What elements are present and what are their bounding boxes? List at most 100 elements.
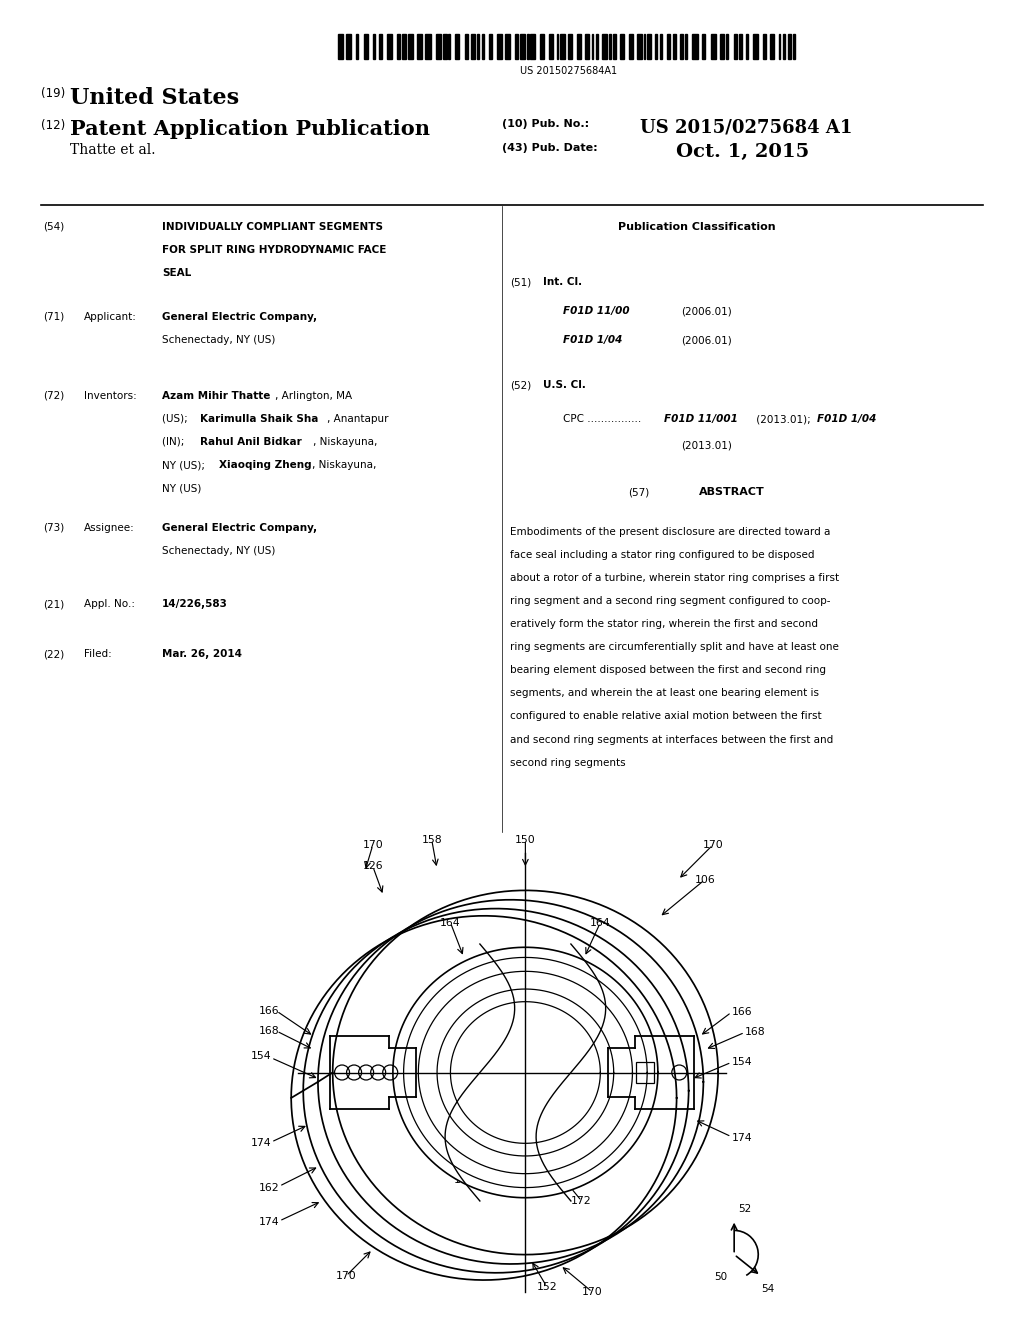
Text: FOR SPLIT RING HYDRODYNAMIC FACE: FOR SPLIT RING HYDRODYNAMIC FACE: [162, 244, 386, 255]
Text: (2006.01): (2006.01): [681, 335, 732, 346]
Text: (43) Pub. Date:: (43) Pub. Date:: [502, 143, 597, 153]
Text: 164: 164: [590, 917, 610, 928]
Text: 150: 150: [515, 834, 536, 845]
Text: , Anantapur: , Anantapur: [327, 414, 388, 424]
Text: United States: United States: [70, 87, 239, 110]
Text: 172: 172: [454, 982, 474, 991]
Text: General Electric Company,: General Electric Company,: [162, 312, 316, 322]
Text: 164: 164: [440, 917, 461, 928]
Bar: [488, 34, 492, 59]
Bar: [577, 34, 581, 59]
Text: ring segments are circumferentially split and have at least one: ring segments are circumferentially spli…: [510, 643, 839, 652]
Text: US 20150275684A1: US 20150275684A1: [520, 66, 616, 77]
Bar: [530, 34, 536, 59]
Bar: [621, 34, 624, 59]
Text: Karimulla Shaik Sha: Karimulla Shaik Sha: [200, 414, 318, 424]
Text: 172: 172: [588, 1019, 608, 1030]
Bar: [596, 34, 598, 59]
Text: U.S. Cl.: U.S. Cl.: [543, 380, 586, 391]
Bar: [788, 34, 792, 59]
Text: 170: 170: [582, 1287, 603, 1298]
Bar: [585, 34, 589, 59]
Bar: [667, 34, 671, 59]
Bar: [613, 34, 615, 59]
Text: 174: 174: [480, 1126, 501, 1137]
Bar: [702, 34, 705, 59]
Text: face seal including a stator ring configured to be disposed: face seal including a stator ring config…: [510, 550, 814, 560]
Text: (IN);: (IN);: [162, 437, 187, 447]
Bar: [402, 34, 407, 59]
Text: US 2015/0275684 A1: US 2015/0275684 A1: [640, 119, 852, 137]
Text: , Niskayuna,: , Niskayuna,: [312, 461, 377, 470]
Text: Schenectady, NY (US): Schenectady, NY (US): [162, 334, 275, 345]
Text: F01D 11/001: F01D 11/001: [664, 414, 737, 425]
Text: 106: 106: [694, 875, 715, 884]
Text: (72): (72): [43, 391, 65, 401]
Text: 54: 54: [761, 1284, 774, 1294]
Polygon shape: [393, 948, 657, 1197]
Text: (21): (21): [43, 599, 65, 610]
Bar: [338, 34, 343, 59]
Bar: [644, 34, 645, 59]
Text: Publication Classification: Publication Classification: [617, 222, 775, 232]
Bar: [637, 34, 642, 59]
Text: 172: 172: [454, 1175, 474, 1184]
Bar: [711, 34, 716, 59]
Bar: [364, 34, 369, 59]
Text: ring segment and a second ring segment configured to coop-: ring segment and a second ring segment c…: [510, 597, 830, 606]
Text: NY (US): NY (US): [162, 483, 201, 494]
Bar: [425, 34, 431, 59]
Text: Applicant:: Applicant:: [84, 312, 137, 322]
Text: INDIVIDUALLY COMPLIANT SEGMENTS: INDIVIDUALLY COMPLIANT SEGMENTS: [162, 222, 383, 232]
Bar: [783, 34, 784, 59]
Bar: [592, 34, 593, 59]
Bar: [637, 1061, 654, 1084]
Text: , Niskayuna,: , Niskayuna,: [313, 437, 378, 447]
Text: (19): (19): [41, 87, 66, 100]
Bar: [685, 34, 686, 59]
Bar: [793, 34, 795, 59]
Bar: [778, 34, 780, 59]
Bar: [396, 34, 400, 59]
Text: 52: 52: [738, 1204, 752, 1214]
Text: (2006.01): (2006.01): [681, 306, 732, 317]
Text: (73): (73): [43, 523, 65, 533]
Bar: [568, 34, 572, 59]
Text: 168: 168: [258, 1026, 280, 1036]
Bar: [477, 34, 478, 59]
Text: 174: 174: [258, 1217, 280, 1228]
Bar: [417, 34, 422, 59]
Text: Azam Mihir Thatte: Azam Mihir Thatte: [162, 391, 270, 401]
Text: (54): (54): [43, 222, 65, 232]
Bar: [482, 34, 484, 59]
Text: 166: 166: [258, 1006, 280, 1016]
Text: Int. Cl.: Int. Cl.: [543, 277, 582, 288]
Bar: [601, 34, 607, 59]
Text: eratively form the stator ring, wherein the first and second: eratively form the stator ring, wherein …: [510, 619, 818, 630]
Bar: [540, 34, 544, 59]
Text: Thatte et al.: Thatte et al.: [70, 143, 155, 157]
Bar: [753, 34, 758, 59]
Text: Patent Application Publication: Patent Application Publication: [70, 119, 430, 139]
Bar: [520, 34, 525, 59]
Text: 154: 154: [731, 1057, 752, 1067]
Bar: [763, 34, 766, 59]
Text: 170: 170: [362, 840, 383, 850]
Text: (US);: (US);: [162, 414, 190, 424]
Text: Appl. No.:: Appl. No.:: [84, 599, 135, 610]
Text: ABSTRACT: ABSTRACT: [699, 487, 765, 498]
Bar: [498, 34, 502, 59]
Text: (2013.01): (2013.01): [681, 441, 732, 451]
Text: configured to enable relative axial motion between the first: configured to enable relative axial moti…: [510, 711, 821, 722]
Text: segments, and wherein the at least one bearing element is: segments, and wherein the at least one b…: [510, 689, 819, 698]
Text: Mar. 26, 2014: Mar. 26, 2014: [162, 649, 242, 660]
Text: 174: 174: [731, 1133, 752, 1143]
Text: Schenectady, NY (US): Schenectady, NY (US): [162, 546, 275, 556]
Text: 174: 174: [251, 1138, 271, 1148]
Bar: [436, 34, 441, 59]
Text: Rahul Anil Bidkar: Rahul Anil Bidkar: [200, 437, 302, 447]
Bar: [443, 34, 446, 59]
Text: Xiaoqing Zheng: Xiaoqing Zheng: [219, 461, 311, 470]
Text: (12): (12): [41, 119, 66, 132]
Text: 173: 173: [437, 1086, 458, 1096]
